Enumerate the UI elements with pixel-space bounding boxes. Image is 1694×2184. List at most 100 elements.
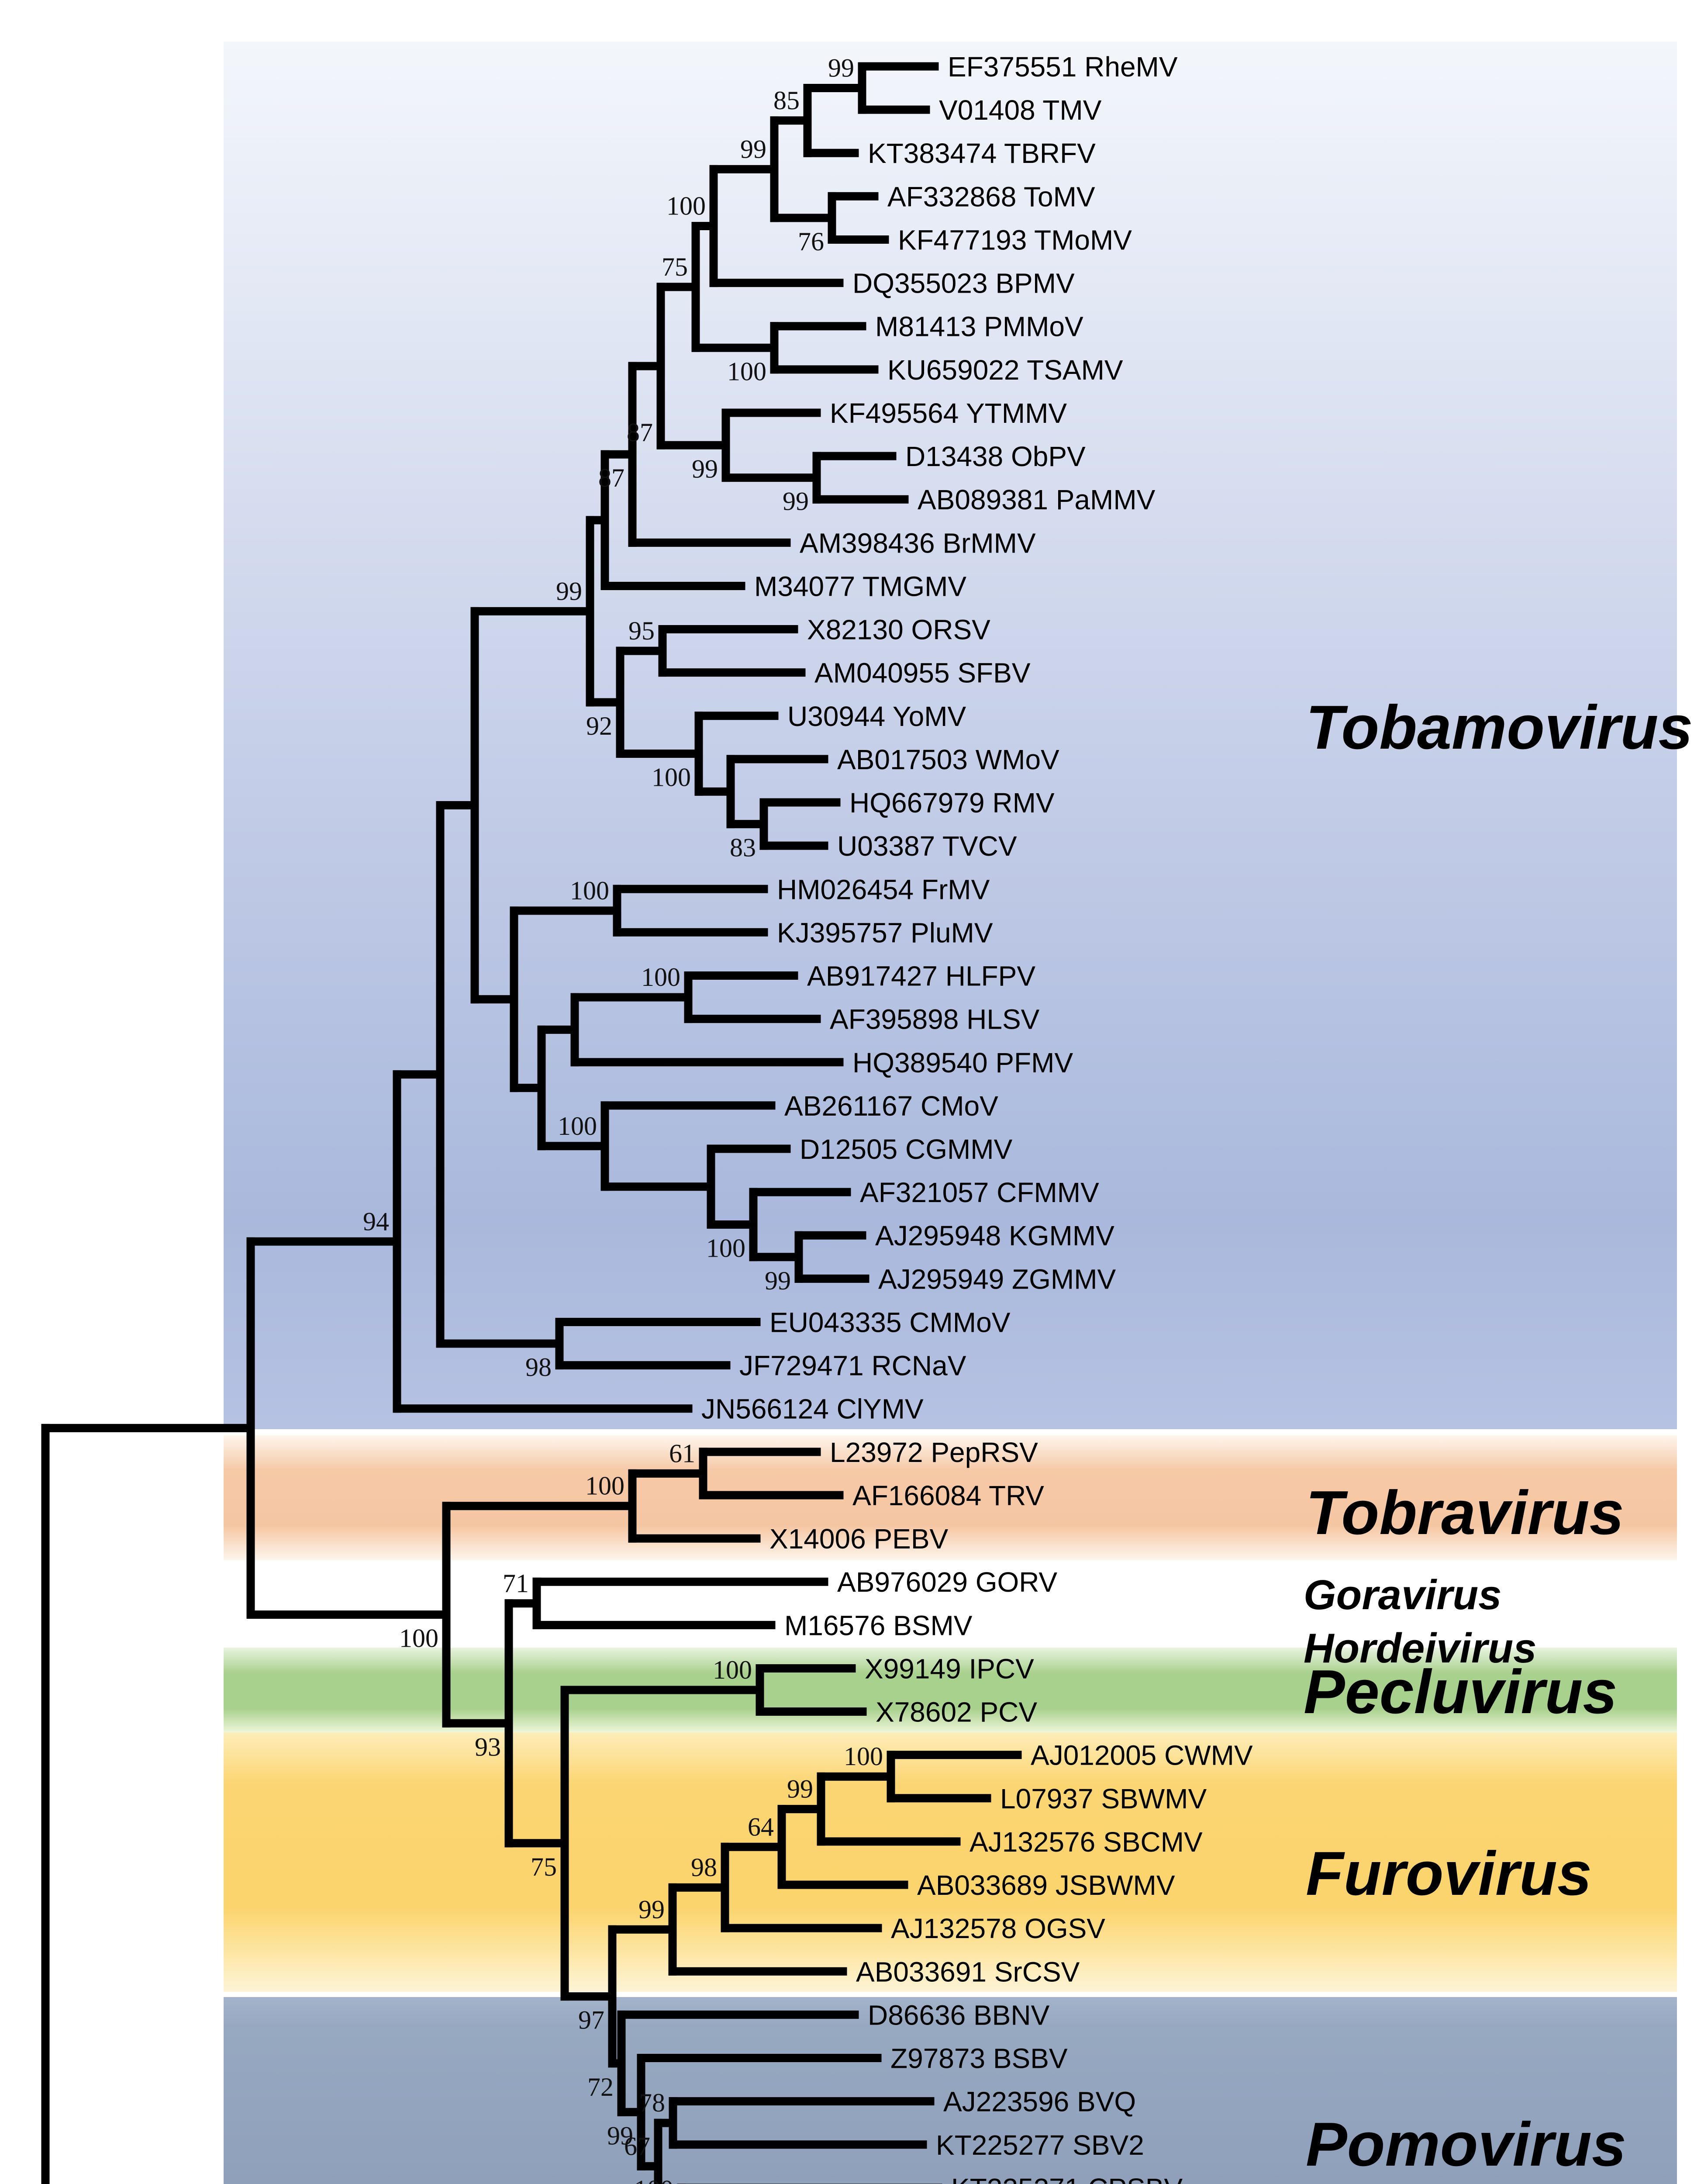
taxon-label: AJ132578 OGSV — [891, 1913, 1105, 1944]
bootstrap-value: 99 — [692, 454, 718, 483]
clade-band-pomovirus — [224, 1997, 1677, 2184]
taxon-label: D13438 ObPV — [905, 441, 1086, 472]
taxon-label: JF729471 RCNaV — [739, 1350, 966, 1382]
bootstrap-value: 100 — [713, 1655, 752, 1684]
taxon-label: AF395898 HLSV — [830, 1004, 1040, 1035]
taxon-label: U03387 TVCV — [837, 830, 1017, 862]
family-label-tobamovirus: Tobamovirus — [1306, 693, 1693, 762]
bootstrap-value: 100 — [727, 357, 766, 386]
taxon-label: KU659022 TSAMV — [887, 354, 1123, 386]
taxon-label: AJ012005 CWMV — [1031, 1740, 1253, 1771]
bootstrap-value: 100 — [558, 1112, 597, 1140]
bootstrap-value: 99 — [765, 1266, 791, 1295]
bootstrap-value: 100 — [844, 1742, 883, 1771]
bootstrap-value: 93 — [475, 1732, 501, 1761]
clade-band-tobamovirus — [224, 41, 1677, 1429]
family-label-furovirus: Furovirus — [1306, 1839, 1592, 1908]
bootstrap-value: 99 — [607, 2121, 633, 2150]
bootstrap-value: 64 — [748, 1812, 774, 1841]
taxon-label: D86636 BBNV — [868, 1999, 1050, 2031]
bootstrap-value: 100 — [399, 1624, 438, 1653]
clade-band-pecluvirus — [224, 1648, 1677, 1732]
taxon-label: AM040955 SFBV — [814, 657, 1031, 689]
bootstrap-value: 72 — [587, 2073, 614, 2101]
taxon-label: EF375551 RheMV — [948, 51, 1178, 83]
taxon-label: KT225277 SBV2 — [936, 2129, 1144, 2161]
taxon-label: AJ295949 ZGMMV — [878, 1263, 1116, 1295]
clade-band-furovirus — [224, 1732, 1677, 1992]
bootstrap-value: 99 — [740, 135, 766, 163]
taxon-label: DQ355023 BPMV — [852, 268, 1075, 299]
bootstrap-value: 94 — [363, 1207, 389, 1236]
taxon-label: AJ295948 KGMMV — [875, 1220, 1114, 1251]
taxon-label: KF495564 YTMMV — [830, 397, 1067, 429]
bootstrap-value: 87 — [627, 418, 653, 447]
taxon-label: AB976029 GORV — [837, 1566, 1057, 1598]
bootstrap-value: 75 — [662, 252, 688, 281]
taxon-label: HQ389540 PFMV — [852, 1047, 1073, 1078]
taxon-label: KF477193 TMoMV — [898, 224, 1132, 256]
bootstrap-value: 83 — [730, 833, 756, 862]
taxon-label: X82130 ORSV — [807, 614, 990, 646]
taxon-label: U30944 YoMV — [787, 701, 966, 732]
bootstrap-value: 95 — [628, 616, 655, 645]
taxon-label: AJ132576 SBCMV — [969, 1826, 1203, 1858]
bootstrap-value: 99 — [828, 54, 854, 83]
taxon-label: HQ667979 RMV — [849, 787, 1055, 819]
family-label-goravirus: Goravirus — [1304, 1572, 1502, 1618]
bootstrap-value: 100 — [641, 963, 680, 992]
taxon-label: L23972 PepRSV — [830, 1437, 1038, 1468]
bootstrap-value: 100 — [706, 1234, 745, 1262]
bootstrap-value: 100 — [652, 763, 691, 792]
taxon-label: X14006 PEBV — [769, 1523, 949, 1555]
bootstrap-value: 98 — [691, 1853, 717, 1882]
taxon-label: HM026454 FrMV — [777, 874, 990, 905]
bootstrap-value: 97 — [578, 2006, 604, 2035]
bootstrap-value: 92 — [586, 712, 612, 740]
taxon-label: EU043335 CMMoV — [769, 1306, 1011, 1338]
taxon-label: JN566124 ClYMV — [701, 1393, 924, 1425]
taxon-label: X78602 PCV — [876, 1697, 1037, 1728]
taxon-label: M16576 BSMV — [784, 1610, 973, 1641]
taxon-label: AB917427 HLFPV — [807, 961, 1035, 992]
taxon-label: KT225271 CPSBV — [951, 2173, 1183, 2184]
bootstrap-value: 99 — [638, 1895, 665, 1924]
taxon-label: AB017503 WMoV — [837, 744, 1059, 775]
taxon-label: KT383474 TBRFV — [868, 138, 1096, 169]
bootstrap-value: 75 — [531, 1852, 557, 1881]
taxon-label: AB033691 SrCSV — [856, 1956, 1080, 1987]
bootstrap-value: 71 — [503, 1569, 529, 1598]
taxon-label: AM398436 BrMMV — [800, 527, 1036, 559]
family-label-pomovirus: Pomovirus — [1306, 2110, 1626, 2179]
bootstrap-value: 100 — [585, 1472, 624, 1500]
family-label-tobravirus: Tobravirus — [1306, 1478, 1624, 1548]
bootstrap-value: 98 — [525, 1353, 552, 1382]
taxon-label: AF332868 ToMV — [887, 181, 1095, 212]
bootstrap-value: 85 — [773, 86, 800, 115]
taxon-label: AB089381 PaMMV — [918, 484, 1156, 515]
bootstrap-value: 100 — [634, 2175, 673, 2184]
taxon-label: AF321057 CFMMV — [860, 1177, 1099, 1208]
bootstrap-value: 87 — [598, 463, 624, 492]
family-label-pecluvirus: Pecluvirus — [1304, 1657, 1617, 1727]
taxon-label: D12505 CGMMV — [800, 1133, 1013, 1165]
bootstrap-value: 100 — [570, 876, 609, 905]
taxon-label: M81413 PMMoV — [875, 311, 1083, 342]
taxon-label: KJ395757 PluMV — [777, 917, 993, 948]
taxon-label: M34077 TMGMV — [754, 570, 966, 602]
taxon-label: AJ223596 BVQ — [943, 2086, 1136, 2118]
taxon-label: AF166084 TRV — [852, 1480, 1044, 1511]
bootstrap-value: 99 — [783, 487, 809, 516]
taxon-label: V01408 TMV — [939, 94, 1102, 126]
taxon-label: L07937 SBWMV — [1000, 1783, 1207, 1814]
bootstrap-value: 67 — [624, 2132, 650, 2160]
taxon-label: AB033689 JSBWMV — [917, 1870, 1175, 1901]
bootstrap-value: 99 — [556, 577, 582, 605]
taxon-label: AB261167 CMoV — [784, 1090, 998, 1122]
bootstrap-value: 78 — [639, 2088, 665, 2117]
family-label-hordeivirus: Hordeivirus — [1304, 1625, 1536, 1672]
bootstrap-value: 61 — [669, 1439, 695, 1468]
taxon-label: X99149 IPCV — [865, 1653, 1034, 1684]
